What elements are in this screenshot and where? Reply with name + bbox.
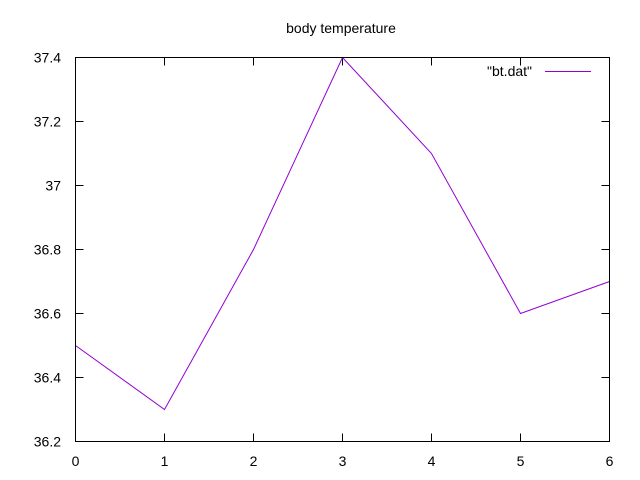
x-tick-label: 0 (72, 453, 80, 469)
plot-frame (75, 57, 610, 442)
y-tick-label: 37 (45, 178, 61, 194)
y-tick-label: 36.6 (34, 306, 61, 322)
tick-labels: 0 1 2 3 4 5 6 36.2 36.4 36.6 36.8 37 37.2 37.4 (34, 50, 614, 470)
legend: "bt.dat" (487, 63, 591, 79)
y-tick-label: 37.2 (34, 114, 61, 130)
y-tick-label: 36.4 (34, 370, 61, 386)
x-tick-label: 3 (339, 453, 347, 469)
x-tick-label: 6 (606, 453, 614, 469)
chart-title: body temperature (286, 20, 396, 36)
legend-label: "bt.dat" (487, 63, 532, 79)
y-tick-label: 37.4 (34, 50, 61, 66)
y-tick-label: 36.2 (34, 434, 61, 450)
x-tick-label: 4 (428, 453, 436, 469)
x-tick-label: 1 (161, 453, 169, 469)
x-tick-label: 2 (250, 453, 258, 469)
axis-ticks (75, 57, 610, 442)
y-tick-label: 36.8 (34, 242, 61, 258)
series-group (75, 56, 610, 411)
x-tick-label: 5 (517, 453, 525, 469)
series-line-bt-dat (75, 56, 610, 411)
